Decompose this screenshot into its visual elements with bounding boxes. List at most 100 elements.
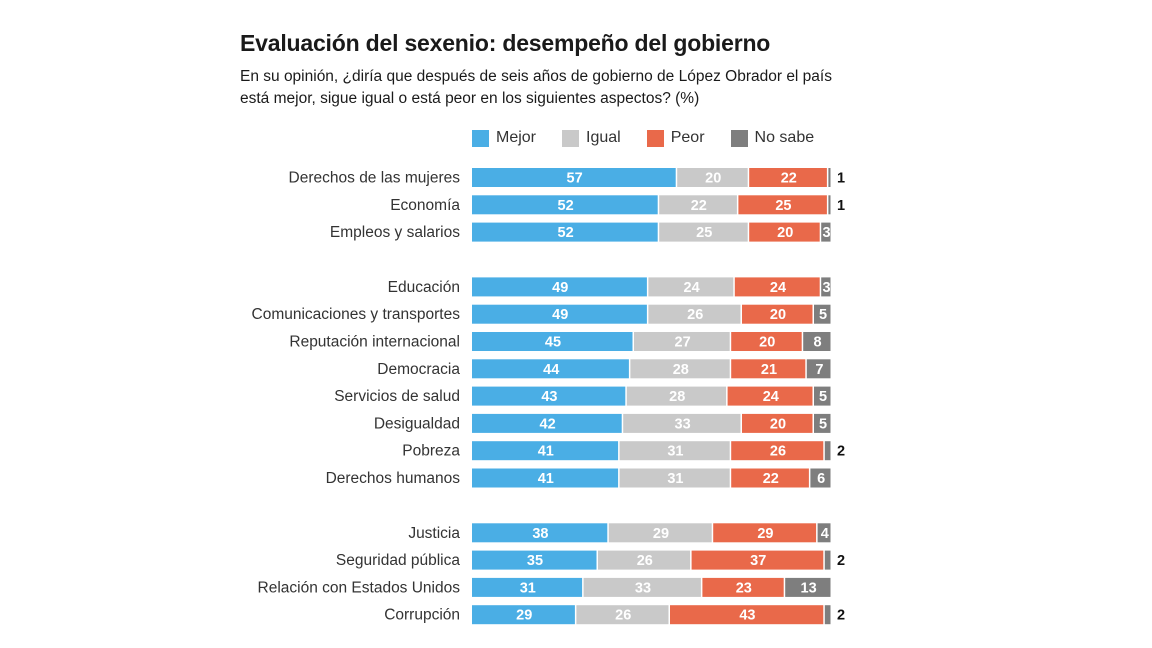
chart-title: Evaluación del sexenio: desempeño del go… <box>240 30 771 56</box>
data-label: 43 <box>739 608 755 624</box>
data-label: 20 <box>777 225 793 241</box>
data-label: 33 <box>675 416 691 432</box>
data-label: 38 <box>532 526 548 542</box>
data-label: 31 <box>520 580 536 596</box>
bar-segment-no-sabe <box>828 168 831 187</box>
category-label: Empleos y salarios <box>330 224 460 241</box>
bar-segment-mejor <box>472 386 626 406</box>
data-label: 49 <box>552 307 568 323</box>
bar-segment-mejor <box>472 222 658 242</box>
data-label: 24 <box>770 280 786 296</box>
legend-swatch-no-sabe <box>730 129 748 147</box>
data-label: 52 <box>558 198 574 214</box>
bar-segment-igual <box>648 277 734 297</box>
data-label: 22 <box>691 198 707 214</box>
bar-segment-peor <box>749 168 827 187</box>
data-label: 3 <box>823 225 831 241</box>
category-label: Economía <box>390 197 460 214</box>
data-label: 5 <box>819 307 827 323</box>
bar-segment-igual <box>626 386 727 406</box>
bar-segment-no-sabe <box>785 577 831 597</box>
bar-segment-peor <box>713 523 817 543</box>
data-label: 45 <box>545 335 561 351</box>
bar-segment-no-sabe <box>828 195 831 215</box>
bar-segment-peor <box>734 277 820 297</box>
data-label: 26 <box>615 608 631 624</box>
bar-segment-no-sabe <box>814 386 831 406</box>
legend-item-peor: Peor <box>646 129 705 147</box>
bar-segment-mejor <box>472 441 619 461</box>
bar-segment-peor <box>691 550 824 570</box>
data-label: 29 <box>516 608 532 624</box>
data-label: 29 <box>653 526 669 542</box>
data-label: 49 <box>552 280 568 296</box>
legend-swatch-peor <box>646 129 664 147</box>
bar-segment-peor <box>742 304 813 324</box>
bar-segment-no-sabe <box>824 441 831 461</box>
bar-segment-no-sabe <box>803 332 831 351</box>
bar-segment-mejor <box>472 577 583 597</box>
data-label: 1 <box>837 198 845 214</box>
bar-segment-igual <box>677 168 748 187</box>
bar-segment-mejor <box>472 550 597 570</box>
legend-item-mejor: Mejor <box>472 129 536 147</box>
bar-segment-no-sabe <box>821 222 831 242</box>
bar-segment-igual <box>630 359 730 379</box>
bar-segment-peor <box>702 577 784 597</box>
bar-segment-igual <box>619 441 730 461</box>
data-label: 41 <box>538 444 554 460</box>
data-label: 20 <box>770 307 786 323</box>
legend-swatch-igual <box>562 129 580 147</box>
category-label: Corrupción <box>384 607 460 624</box>
data-label: 29 <box>757 526 773 542</box>
bar-segment-igual <box>623 413 741 433</box>
data-label: 24 <box>763 389 779 405</box>
bar-segment-igual <box>659 195 737 215</box>
data-label: 20 <box>759 335 775 351</box>
legend-item-igual: Igual <box>562 129 621 147</box>
legend: Mejor Igual Peor No sabe <box>472 129 814 147</box>
data-label: 57 <box>567 171 583 187</box>
bar-segment-no-sabe <box>824 550 831 570</box>
data-label: 27 <box>675 335 691 351</box>
category-label: Servicios de salud <box>334 388 460 405</box>
category-label: Justicia <box>408 525 460 542</box>
data-label: 22 <box>781 171 797 187</box>
legend-label-no-sabe: No sabe <box>754 129 815 146</box>
category-label: Seguridad pública <box>336 552 460 569</box>
data-label: 31 <box>667 444 683 460</box>
bar-segment-igual <box>659 222 748 242</box>
bar-segment-igual <box>619 468 730 488</box>
data-label: 7 <box>815 362 823 378</box>
legend-label-mejor: Mejor <box>496 129 537 146</box>
bar-segment-mejor <box>472 605 575 625</box>
legend-label-igual: Igual <box>586 129 621 146</box>
data-label: 43 <box>541 389 557 405</box>
bar-segment-no-sabe <box>814 304 831 324</box>
category-label: Relación con Estados Unidos <box>258 579 461 596</box>
bar-segment-peor <box>742 413 813 433</box>
bar-segment-mejor <box>472 468 619 488</box>
bar-segment-mejor <box>472 168 676 187</box>
data-label: 52 <box>558 225 574 241</box>
bar-segment-mejor <box>472 523 608 543</box>
data-label: 8 <box>814 335 822 351</box>
data-label: 20 <box>705 171 721 187</box>
bar-segment-mejor <box>472 332 633 351</box>
bar-segment-igual <box>648 304 741 324</box>
legend-label-peor: Peor <box>670 129 705 146</box>
data-label: 42 <box>540 416 556 432</box>
bar-segment-no-sabe <box>817 523 831 543</box>
data-label: 4 <box>821 526 829 542</box>
data-label: 31 <box>667 471 683 487</box>
bar-segment-igual <box>608 523 712 543</box>
legend-item-no-sabe: No sabe <box>730 129 815 147</box>
data-label: 5 <box>819 416 827 432</box>
legend-swatch-mejor <box>472 129 489 147</box>
data-label: 26 <box>637 553 653 569</box>
bar-segment-igual <box>598 550 691 570</box>
data-label: 44 <box>543 362 559 378</box>
data-label: 20 <box>770 416 786 432</box>
data-label: 6 <box>817 471 825 487</box>
data-label: 25 <box>696 225 712 241</box>
